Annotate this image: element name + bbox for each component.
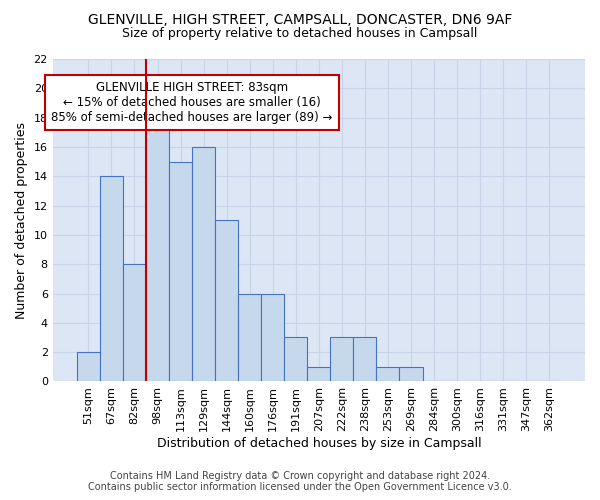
Bar bbox=[353, 338, 376, 382]
Bar bbox=[238, 294, 261, 382]
X-axis label: Distribution of detached houses by size in Campsall: Distribution of detached houses by size … bbox=[157, 437, 481, 450]
Bar bbox=[400, 367, 422, 382]
Bar bbox=[331, 338, 353, 382]
Text: GLENVILLE, HIGH STREET, CAMPSALL, DONCASTER, DN6 9AF: GLENVILLE, HIGH STREET, CAMPSALL, DONCAS… bbox=[88, 12, 512, 26]
Bar bbox=[215, 220, 238, 382]
Bar bbox=[192, 147, 215, 382]
Bar bbox=[77, 352, 100, 382]
Bar bbox=[284, 338, 307, 382]
Bar bbox=[146, 118, 169, 382]
Bar bbox=[261, 294, 284, 382]
Text: Contains HM Land Registry data © Crown copyright and database right 2024.
Contai: Contains HM Land Registry data © Crown c… bbox=[88, 471, 512, 492]
Bar bbox=[123, 264, 146, 382]
Bar bbox=[100, 176, 123, 382]
Text: Size of property relative to detached houses in Campsall: Size of property relative to detached ho… bbox=[122, 28, 478, 40]
Bar bbox=[169, 162, 192, 382]
Text: GLENVILLE HIGH STREET: 83sqm
← 15% of detached houses are smaller (16)
85% of se: GLENVILLE HIGH STREET: 83sqm ← 15% of de… bbox=[52, 81, 333, 124]
Bar bbox=[376, 367, 400, 382]
Y-axis label: Number of detached properties: Number of detached properties bbox=[15, 122, 28, 318]
Bar bbox=[307, 367, 331, 382]
